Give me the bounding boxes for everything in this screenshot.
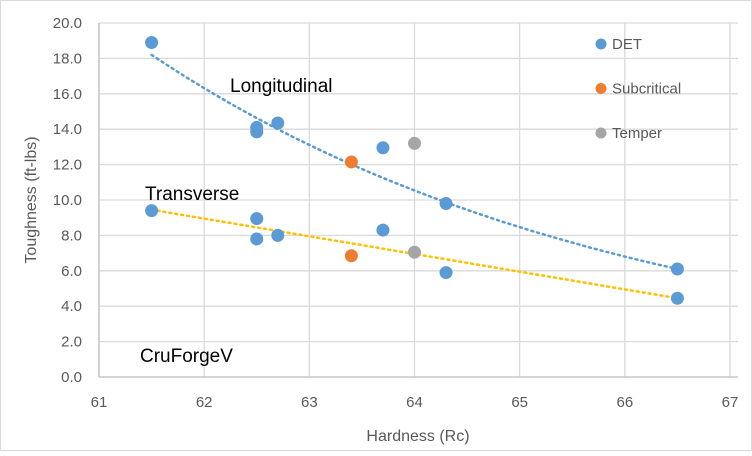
data-point-subcritical: [344, 249, 358, 263]
annotation-cruforgev: CruForgeV: [140, 346, 233, 367]
y-tick-label: 4.0: [61, 298, 82, 315]
legend-marker: [595, 83, 607, 94]
y-tick-label: 10.0: [53, 192, 82, 209]
x-tick-label: 63: [301, 394, 318, 411]
data-point-det: [439, 266, 453, 280]
y-tick-label: 14.0: [53, 121, 82, 138]
annotation-transverse: Transverse: [145, 184, 239, 205]
y-tick-label: 2.0: [61, 334, 82, 351]
y-axis-label: Toughness (ft-lbs): [23, 136, 40, 263]
data-point-det: [250, 232, 264, 246]
data-point-temper: [408, 136, 421, 150]
y-tick-label: 12.0: [53, 157, 82, 174]
y-tick-label: 16.0: [53, 86, 82, 103]
data-point-det: [376, 141, 390, 155]
data-point-temper: [408, 245, 421, 259]
legend-marker: [595, 38, 607, 50]
data-point-det: [271, 228, 285, 242]
data-point-det: [250, 212, 264, 226]
annotation-longitudinal: Longitudinal: [230, 76, 332, 97]
y-tick-label: 18.0: [53, 50, 82, 67]
data-point-det: [439, 197, 453, 211]
y-tick-label: 0.0: [61, 369, 82, 386]
legend-marker: [595, 127, 607, 139]
x-tick-label: 64: [406, 394, 423, 411]
y-tick-label: 20.0: [53, 15, 82, 32]
data-point-det: [271, 116, 285, 130]
data-point-det: [145, 204, 159, 218]
x-axis-label: Hardness (Rc): [366, 428, 469, 445]
x-tick-label: 66: [616, 394, 633, 411]
data-point-det: [145, 35, 159, 49]
x-tick-label: 67: [722, 394, 739, 411]
x-tick-label: 62: [196, 394, 213, 411]
legend: DET Subcritical Temper: [595, 36, 681, 142]
trendline: [150, 53, 679, 271]
data-point-det: [250, 125, 264, 139]
data-point-subcritical: [344, 155, 358, 169]
x-tick-label: 65: [511, 394, 528, 411]
y-tick-label: 8.0: [61, 227, 82, 244]
x-tick-label: 61: [91, 394, 108, 411]
legend-label: DET: [612, 36, 642, 53]
y-tick-label: 6.0: [61, 263, 82, 280]
data-point-det: [376, 223, 390, 237]
data-point-det: [670, 291, 684, 305]
legend-label: Subcritical: [612, 81, 681, 98]
data-point-det: [670, 262, 684, 276]
legend-label: Temper: [612, 125, 662, 142]
